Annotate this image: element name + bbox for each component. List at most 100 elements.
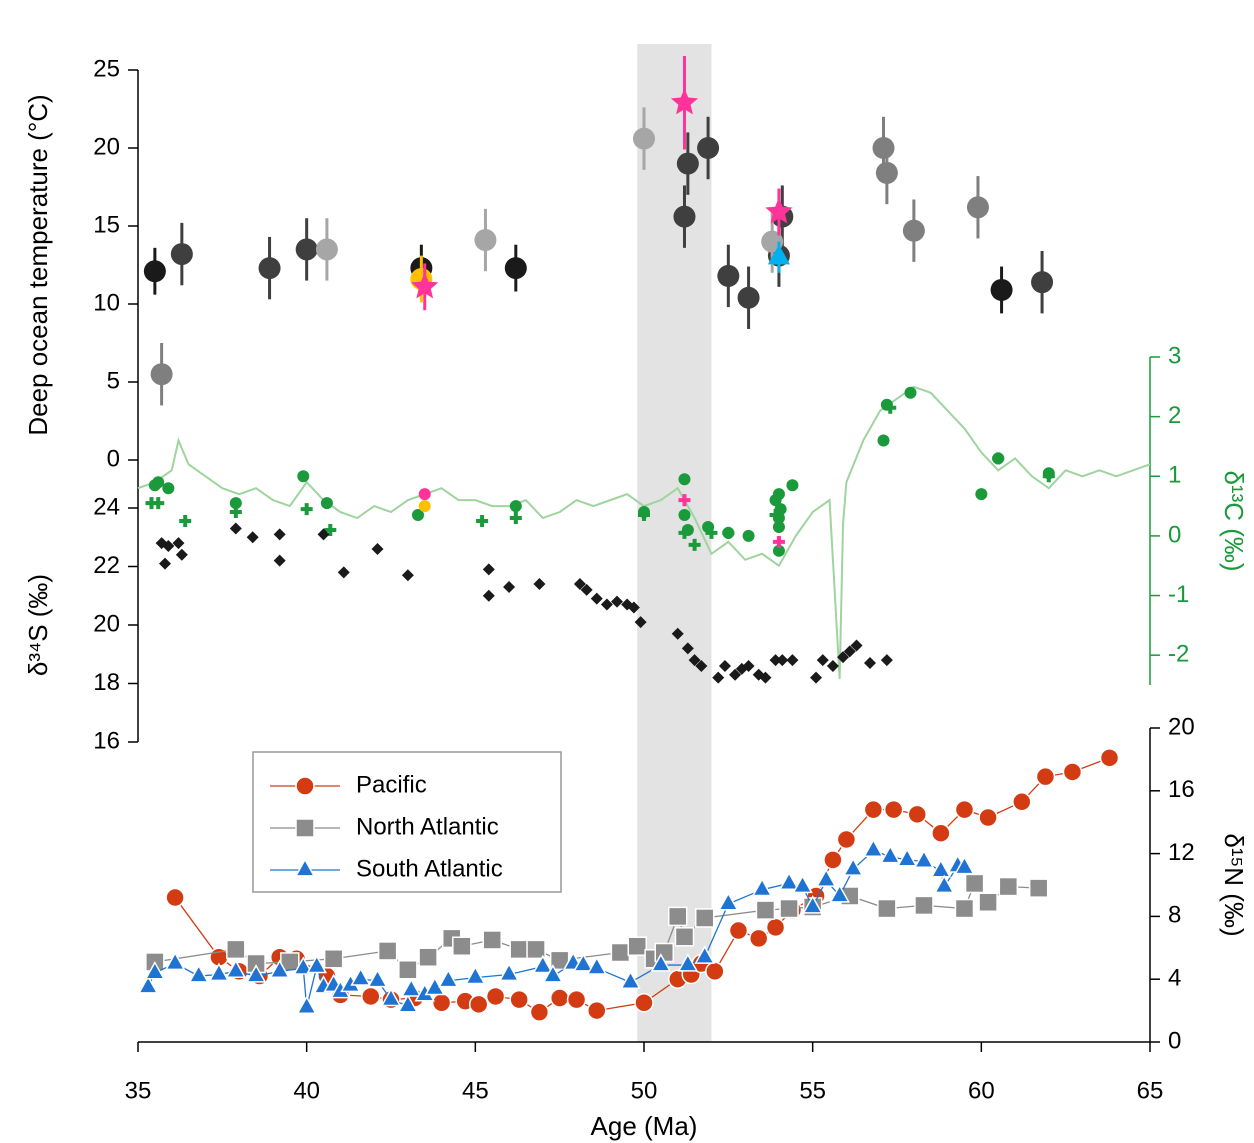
data-point	[411, 509, 424, 522]
data-point	[694, 945, 715, 964]
data-point	[225, 959, 247, 978]
data-point	[179, 515, 192, 527]
legend-label: South Atlantic	[356, 855, 503, 882]
data-point	[978, 807, 998, 828]
data-point	[877, 898, 897, 919]
data-point	[879, 844, 901, 864]
data-point	[549, 988, 570, 1008]
data-point	[931, 823, 951, 843]
data-point	[705, 526, 718, 539]
data-point	[380, 987, 402, 1007]
data-point	[826, 659, 839, 672]
data-point	[162, 540, 175, 553]
data-point	[688, 538, 701, 551]
data-point	[718, 659, 731, 672]
data-point	[418, 488, 431, 501]
data-point	[769, 509, 782, 522]
y-tick-label: 20	[1168, 713, 1195, 740]
data-point	[620, 970, 641, 989]
data-point	[913, 849, 935, 869]
data-point	[144, 961, 166, 980]
data-point	[273, 554, 286, 567]
data-point	[638, 509, 650, 522]
data-point	[792, 874, 813, 894]
data-point	[992, 452, 1005, 465]
data-point	[678, 526, 691, 539]
data-point	[431, 993, 452, 1013]
data-point	[245, 964, 267, 983]
data-point	[678, 473, 691, 486]
data-point	[737, 286, 760, 309]
data-point	[765, 917, 786, 938]
data-point	[776, 654, 789, 667]
data-point	[695, 659, 708, 672]
data-point	[823, 850, 843, 870]
data-point	[246, 531, 259, 544]
data-point	[295, 238, 318, 261]
data-point	[229, 506, 242, 519]
data-point	[482, 930, 502, 950]
data-point	[542, 964, 564, 983]
data-point	[902, 219, 925, 242]
data-point	[509, 500, 522, 513]
y-tick-label: 0	[1168, 1027, 1181, 1054]
data-point	[509, 939, 529, 960]
y-tick-label: 3	[1168, 342, 1181, 369]
y-tick-label: 24	[93, 493, 120, 520]
data-point	[774, 503, 787, 516]
data-point	[863, 799, 884, 820]
data-point	[590, 592, 603, 605]
data-point	[317, 528, 330, 541]
y-tick-label: 2	[1168, 402, 1181, 429]
data-point	[229, 497, 242, 510]
data-point	[802, 895, 823, 914]
data-point	[323, 949, 344, 969]
data-point	[627, 601, 640, 614]
y-tick-label: 0	[1168, 521, 1181, 548]
data-point	[152, 476, 165, 489]
data-point	[162, 482, 175, 495]
y-tick-label: 25	[93, 55, 120, 82]
data-point	[401, 569, 414, 582]
data-point	[875, 161, 898, 184]
data-point	[634, 993, 654, 1013]
data-point	[367, 968, 388, 988]
data-point	[837, 651, 850, 664]
data-point	[152, 497, 165, 510]
data-point	[872, 137, 895, 159]
data-point	[810, 671, 823, 684]
data-point	[573, 578, 586, 591]
y-tick-label: 18	[93, 669, 120, 696]
data-point	[398, 960, 418, 980]
data-point	[297, 470, 310, 483]
y-tick-label: 1	[1168, 462, 1181, 489]
data-point	[728, 920, 749, 941]
data-point	[498, 962, 520, 982]
data-point	[533, 578, 546, 591]
data-point	[697, 137, 720, 159]
data-point	[175, 548, 188, 561]
data-point	[904, 386, 917, 399]
data-point	[485, 986, 506, 1007]
data-point	[884, 401, 897, 414]
y-tick-label: 15	[93, 211, 120, 238]
data-point	[674, 927, 695, 947]
data-point	[688, 654, 701, 667]
data-point	[786, 479, 799, 492]
data-point	[670, 88, 699, 115]
data-point	[1031, 271, 1054, 294]
data-point	[377, 941, 398, 961]
data-point	[526, 939, 546, 960]
data-point	[503, 580, 516, 593]
data-point	[438, 968, 459, 988]
data-point	[315, 238, 338, 261]
data-point	[509, 512, 522, 525]
data-point	[474, 229, 497, 252]
data-point	[786, 654, 799, 667]
data-point	[610, 942, 631, 963]
data-point	[896, 847, 918, 867]
data-point	[667, 906, 688, 927]
data-point	[765, 197, 793, 224]
y-axis-title: δ³⁴S (‰)	[23, 574, 53, 676]
